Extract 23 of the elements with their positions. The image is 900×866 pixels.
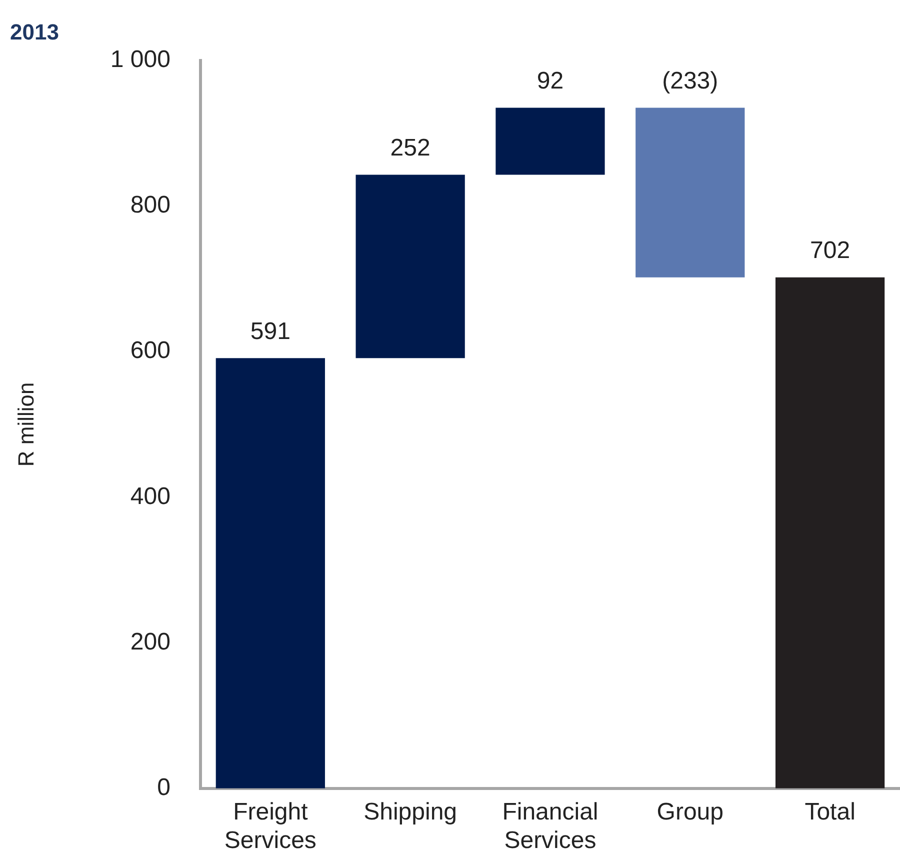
data-label: 591: [250, 318, 290, 345]
bar: [216, 358, 325, 788]
x-tick-label: Freight Services: [224, 798, 316, 854]
x-tick-label: Shipping: [364, 798, 458, 826]
y-tick-label: 1 000: [110, 46, 170, 74]
data-label: 252: [390, 134, 430, 162]
chart-title: 2013: [10, 19, 59, 44]
data-label: 702: [810, 236, 850, 264]
y-tick-label: 200: [130, 628, 170, 656]
y-tick-label: 800: [130, 192, 170, 219]
y-tick-label: 600: [130, 337, 170, 364]
bar: [356, 174, 465, 358]
x-tick-label: Financial Services: [502, 798, 598, 854]
y-tick-label: 0: [157, 774, 170, 802]
bar: [496, 108, 605, 175]
bar: [636, 108, 745, 278]
y-tick-label: 400: [130, 482, 170, 510]
data-label: (233): [662, 67, 718, 94]
bar: [775, 277, 885, 788]
x-tick-label: Total: [804, 798, 856, 826]
data-label: 92: [536, 67, 564, 94]
x-tick-label: Group: [656, 798, 724, 826]
y-axis-title: R million: [13, 382, 38, 467]
